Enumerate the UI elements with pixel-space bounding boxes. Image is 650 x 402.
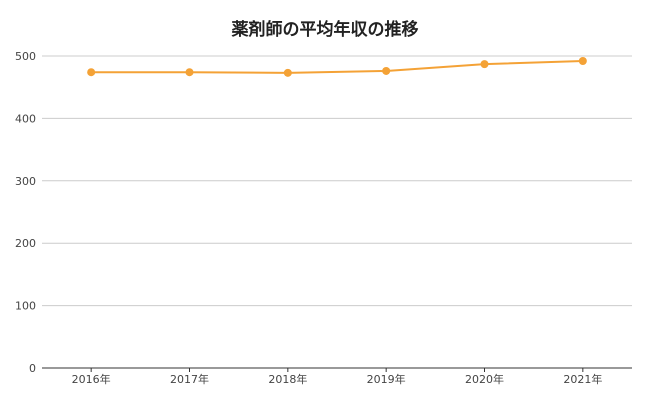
- x-tick-label: 2020年: [465, 372, 504, 386]
- y-tick-label: 200: [15, 237, 36, 250]
- x-tick-label: 2016年: [72, 372, 111, 386]
- x-tick-label: 2019年: [367, 372, 406, 386]
- data-point: [382, 66, 391, 75]
- series-line: [91, 59, 583, 74]
- data-point: [480, 60, 489, 69]
- data-point: [578, 56, 587, 65]
- x-tick-label: 2021年: [563, 372, 602, 386]
- y-tick-label: 0: [29, 362, 36, 375]
- data-point: [87, 68, 96, 77]
- data-point: [283, 68, 292, 77]
- y-tick-label: 400: [15, 112, 36, 125]
- chart-title: 薬剤師の平均年収の推移: [231, 20, 419, 40]
- y-tick-label: 500: [15, 50, 36, 63]
- data-point: [185, 68, 194, 77]
- x-tick-label: 2017年: [170, 372, 209, 386]
- y-tick-label: 100: [15, 300, 36, 313]
- x-tick-label: 2018年: [268, 372, 307, 386]
- y-tick-label: 300: [15, 175, 36, 188]
